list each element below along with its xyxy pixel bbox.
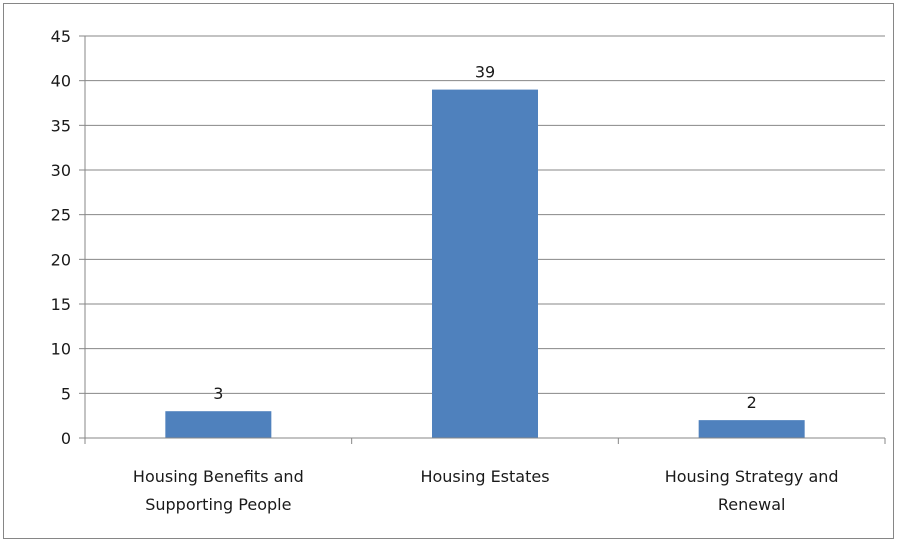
x-category-labels: Housing Benefits and Supporting People Hou… [133,467,839,514]
bars [165,89,805,438]
y-tick-label: 45 [51,27,71,46]
y-tick-label: 35 [51,116,71,135]
data-label: 39 [475,63,495,82]
bar [698,420,805,438]
y-tick-label: 40 [51,72,71,91]
y-tick-label: 5 [61,384,71,403]
axes [79,35,886,444]
y-tick-label: 10 [51,340,71,359]
x-category-label: Housing Benefits and Supporting People [133,467,304,514]
y-tick-labels: 0 5 10 15 20 25 30 35 40 45 [51,27,71,448]
y-tick-label: 25 [51,206,71,225]
y-tick-label: 20 [51,250,71,269]
y-tick-label: 0 [61,429,71,448]
x-category-label: Housing Estates [420,467,549,486]
bar [432,89,538,438]
data-label: 3 [213,384,223,403]
y-tick-label: 15 [51,295,71,314]
bar [165,411,272,438]
data-label: 2 [747,393,757,412]
y-tick-label: 30 [51,161,71,180]
data-labels: 3 39 2 [213,63,757,413]
x-category-label: Housing Strategy and Renewal [665,467,839,514]
